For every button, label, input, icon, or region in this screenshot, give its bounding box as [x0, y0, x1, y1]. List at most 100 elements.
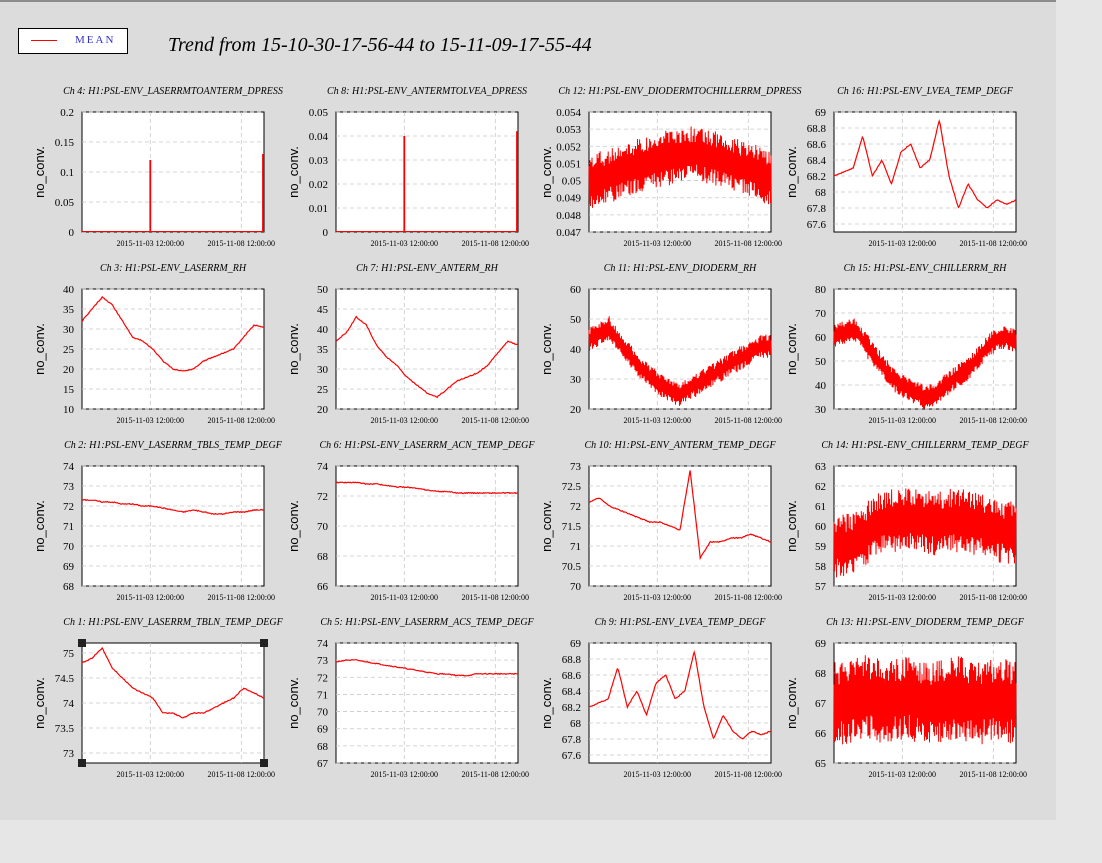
y-tick-label: 68: [815, 668, 827, 680]
y-axis-label: no_conv.: [784, 500, 799, 552]
selection-handle: [78, 759, 86, 767]
y-tick-label: 62: [815, 481, 826, 493]
x-tick-label: 2015-11-08 12:00:00: [208, 416, 275, 425]
y-tick-label: 73.5: [55, 723, 75, 735]
y-tick-label: 60: [815, 521, 827, 533]
y-tick-label: 68: [63, 581, 75, 593]
plot-title: Ch 2: H1:PSL-ENV_LASERRM_TBLS_TEMP_DEGF: [64, 440, 283, 451]
plot-title: Ch 1: H1:PSL-ENV_LASERRM_TBLN_TEMP_DEGF: [63, 617, 283, 628]
y-tick-label: 70: [570, 581, 582, 593]
y-tick-label: 0.03: [309, 155, 329, 167]
plot-2: Ch 8: H1:PSL-ENV_ANTERMTOLVEA_DPRESS 0 0.0…: [286, 86, 529, 248]
plot-14: Ch 5: H1:PSL-ENV_LASERRM_ACS_TEMP_DEGF 67…: [286, 617, 535, 779]
y-tick-label: 0.052: [556, 141, 581, 153]
y-axis-label: no_conv.: [539, 323, 554, 375]
x-tick-label: 2015-11-08 12:00:00: [715, 770, 782, 779]
x-tick-label: 2015-11-08 12:00:00: [462, 416, 529, 425]
y-tick-label: 0.054: [556, 107, 581, 119]
y-tick-label: 30: [815, 404, 827, 416]
legend: MEAN: [18, 28, 128, 54]
legend-label: MEAN: [75, 34, 116, 46]
y-tick-label: 0: [69, 227, 75, 239]
y-tick-label: 0.053: [556, 124, 581, 136]
y-tick-label: 73: [570, 461, 582, 473]
y-tick-label: 70: [63, 541, 75, 553]
selection-handle: [78, 639, 86, 647]
y-tick-label: 30: [570, 374, 582, 386]
series-line: [588, 126, 772, 208]
y-tick-label: 0.05: [309, 107, 329, 119]
y-tick-label: 68.6: [562, 670, 582, 682]
x-tick-label: 2015-11-03 12:00:00: [869, 593, 936, 602]
plot-6: Ch 7: H1:PSL-ENV_ANTERM_RH 20 25 30 35 40 45 50…: [286, 263, 529, 425]
plot-15: Ch 9: H1:PSL-ENV_LVEA_TEMP_DEGF 67.6 67.8 6…: [539, 617, 782, 779]
y-tick-label: 0.15: [55, 137, 75, 149]
x-tick-label: 2015-11-08 12:00:00: [462, 239, 529, 248]
plot-title: Ch 11: H1:PSL-ENV_DIODERM_RH: [604, 263, 757, 274]
x-tick-label: 2015-11-03 12:00:00: [371, 239, 438, 248]
series-line: [335, 481, 519, 495]
y-axis-label: no_conv.: [784, 146, 799, 198]
y-tick-label: 73: [63, 481, 75, 493]
y-tick-label: 30: [317, 364, 329, 376]
y-tick-label: 69: [317, 724, 329, 736]
y-tick-label: 71: [570, 541, 581, 553]
plot-16: Ch 13: H1:PSL-ENV_DIODERM_TEMP_DEGF 65 66 6…: [784, 617, 1027, 779]
y-tick-label: 70.5: [562, 561, 582, 573]
x-tick-label: 2015-11-03 12:00:00: [624, 416, 691, 425]
y-tick-label: 50: [570, 314, 582, 326]
y-tick-label: 74: [63, 461, 75, 473]
y-tick-label: 20: [570, 404, 582, 416]
plot-frame: [335, 111, 519, 233]
plot-title: Ch 15: H1:PSL-ENV_CHILLERRM_RH: [844, 263, 1008, 274]
x-tick-label: 2015-11-03 12:00:00: [624, 770, 691, 779]
x-tick-label: 2015-11-08 12:00:00: [462, 770, 529, 779]
legend-swatch: [31, 40, 57, 41]
plot-title: Ch 9: H1:PSL-ENV_LVEA_TEMP_DEGF: [595, 617, 767, 628]
plot-title: Ch 14: H1:PSL-ENV_CHILLERRM_TEMP_DEGF: [821, 440, 1029, 451]
y-tick-label: 68.8: [807, 123, 827, 135]
series-line: [81, 295, 265, 372]
plot-9: Ch 2: H1:PSL-ENV_LASERRM_TBLS_TEMP_DEGF 6…: [32, 440, 283, 602]
x-tick-label: 2015-11-08 12:00:00: [960, 770, 1027, 779]
y-tick-label: 60: [570, 284, 582, 296]
y-tick-label: 68.2: [562, 702, 581, 714]
y-axis-label: no_conv.: [784, 323, 799, 375]
y-tick-label: 20: [63, 364, 75, 376]
y-tick-label: 67: [317, 758, 329, 770]
y-tick-label: 71: [317, 689, 328, 701]
plot-3: Ch 12: H1:PSL-ENV_DIODERMTOCHILLERRM_DPR…: [539, 86, 802, 248]
y-tick-label: 67.8: [562, 734, 582, 746]
y-axis-label: no_conv.: [32, 500, 47, 552]
main-title: Trend from 15-10-30-17-56-44 to 15-11-09…: [168, 34, 592, 56]
y-tick-label: 10: [63, 404, 75, 416]
x-tick-label: 2015-11-03 12:00:00: [869, 416, 936, 425]
y-tick-label: 73: [63, 748, 75, 760]
y-tick-label: 0.05: [562, 176, 582, 188]
x-tick-label: 2015-11-03 12:00:00: [624, 593, 691, 602]
plot-frame: [833, 111, 1017, 233]
y-tick-label: 0.02: [309, 179, 328, 191]
y-tick-label: 66: [317, 581, 329, 593]
y-tick-label: 67: [815, 698, 827, 710]
series-line: [335, 658, 518, 677]
y-tick-label: 15: [63, 384, 75, 396]
y-tick-label: 72.5: [562, 481, 582, 493]
plot-4: Ch 16: H1:PSL-ENV_LVEA_TEMP_DEGF 67.6 67.8…: [784, 86, 1027, 248]
y-tick-label: 67.6: [807, 219, 827, 231]
chart-canvas: MEAN Trend from 15-10-30-17-56-44 to 15-…: [0, 0, 1056, 779]
y-axis-label: no_conv.: [539, 146, 554, 198]
y-tick-label: 0.051: [556, 158, 581, 170]
x-tick-label: 2015-11-03 12:00:00: [624, 239, 691, 248]
y-tick-label: 74: [317, 461, 329, 473]
series-line: [833, 318, 1017, 409]
y-tick-label: 0: [323, 227, 329, 239]
plot-frame: [335, 642, 519, 764]
y-tick-label: 69: [815, 638, 827, 650]
y-tick-label: 68: [815, 187, 827, 199]
series-line: [588, 650, 772, 740]
x-tick-label: 2015-11-03 12:00:00: [869, 239, 936, 248]
y-tick-label: 35: [317, 344, 329, 356]
y-tick-label: 75: [63, 648, 75, 660]
y-tick-label: 68: [317, 551, 329, 563]
